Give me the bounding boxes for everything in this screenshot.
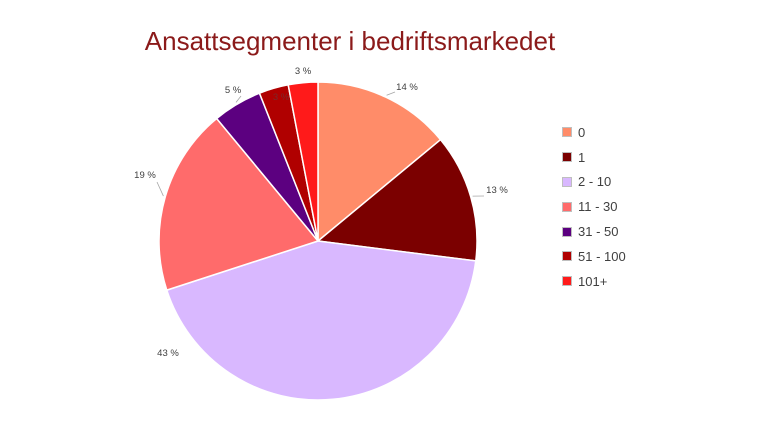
legend-label: 0 bbox=[578, 124, 586, 140]
legend-item-1: 0 bbox=[562, 120, 626, 145]
legend-label: 31 - 50 bbox=[578, 224, 619, 240]
legend-swatch bbox=[562, 152, 572, 163]
legend-swatch bbox=[562, 276, 572, 287]
pie-slice-7 bbox=[287, 81, 319, 242]
pie-slice-2 bbox=[316, 138, 478, 262]
legend-label: 1 bbox=[578, 149, 586, 165]
data-label-3: 43 % bbox=[157, 348, 179, 359]
data-label-5: 5 % bbox=[225, 85, 242, 96]
legend-item-5: 31 - 50 bbox=[562, 219, 626, 244]
legend-swatch bbox=[562, 201, 572, 212]
legend-item-3: 2 - 10 bbox=[562, 170, 626, 195]
leader-line-5 bbox=[235, 95, 242, 103]
legend-item-4: 11 - 30 bbox=[562, 194, 626, 219]
pie-slice-3 bbox=[165, 240, 477, 401]
leader-line-1 bbox=[386, 91, 396, 96]
data-label-2: 13 % bbox=[486, 185, 508, 196]
data-label-7: 3 % bbox=[295, 66, 312, 77]
legend-swatch bbox=[562, 251, 572, 262]
chart-title: Ansattsegmenter i bedriftsmarkedet bbox=[144, 26, 556, 56]
data-label-4: 19 % bbox=[134, 170, 156, 181]
legend-label: 2 - 10 bbox=[578, 174, 612, 190]
chart-legend: 0 1 2 - 10 11 - 30 31 - 50 51 - 100 101+ bbox=[562, 120, 626, 294]
legend-swatch bbox=[562, 127, 572, 138]
legend-item-6: 51 - 100 bbox=[562, 244, 626, 269]
pie-slice-1 bbox=[317, 81, 442, 243]
legend-item-2: 1 bbox=[562, 145, 626, 170]
legend-label: 11 - 30 bbox=[578, 199, 618, 215]
pie-slice-4 bbox=[158, 117, 320, 292]
legend-label: 51 - 100 bbox=[578, 248, 626, 264]
legend-label: 101+ bbox=[578, 273, 608, 289]
data-label-6: 3 % bbox=[273, 92, 290, 103]
leader-line-4 bbox=[156, 181, 164, 197]
legend-item-7: 101+ bbox=[562, 269, 626, 294]
data-label-1: 14 % bbox=[396, 82, 418, 93]
legend-swatch bbox=[562, 176, 572, 187]
legend-swatch bbox=[562, 226, 572, 237]
